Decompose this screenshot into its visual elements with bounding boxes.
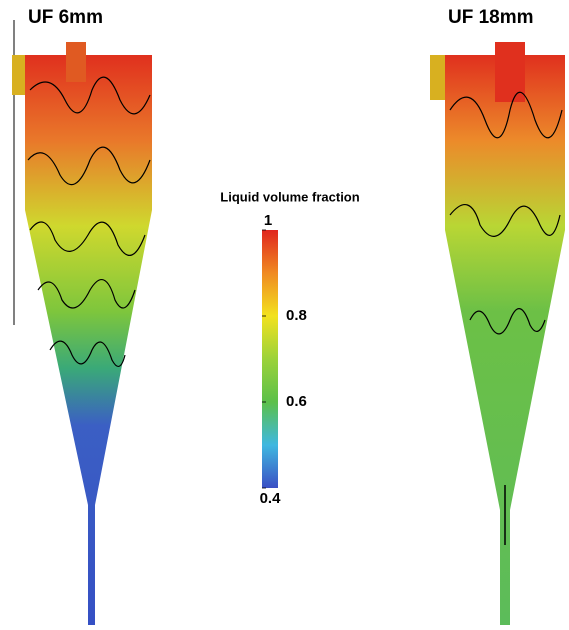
contour [49, 340, 126, 367]
contour [29, 221, 146, 256]
contour [469, 308, 546, 335]
tick-label: 0.8 [286, 307, 307, 324]
panel-title: UF 6mm [28, 7, 103, 28]
tick-label: 0.6 [286, 393, 307, 410]
contour [449, 204, 561, 237]
tick-label: 1 [264, 212, 272, 229]
tick-label: 0.4 [260, 490, 282, 507]
contour [37, 279, 136, 309]
vortex-finder [66, 42, 86, 82]
contour [29, 76, 151, 115]
cyclone-left [25, 55, 152, 625]
inlet [12, 55, 26, 95]
panel-title: UF 18mm [448, 7, 534, 28]
colorbar-title: Liquid volume fraction [220, 189, 359, 204]
contour [449, 91, 563, 139]
colorbar [262, 230, 278, 488]
vortex-finder [495, 42, 525, 102]
contour [27, 146, 151, 186]
inlet [430, 55, 446, 100]
cyclone-right [445, 55, 565, 625]
